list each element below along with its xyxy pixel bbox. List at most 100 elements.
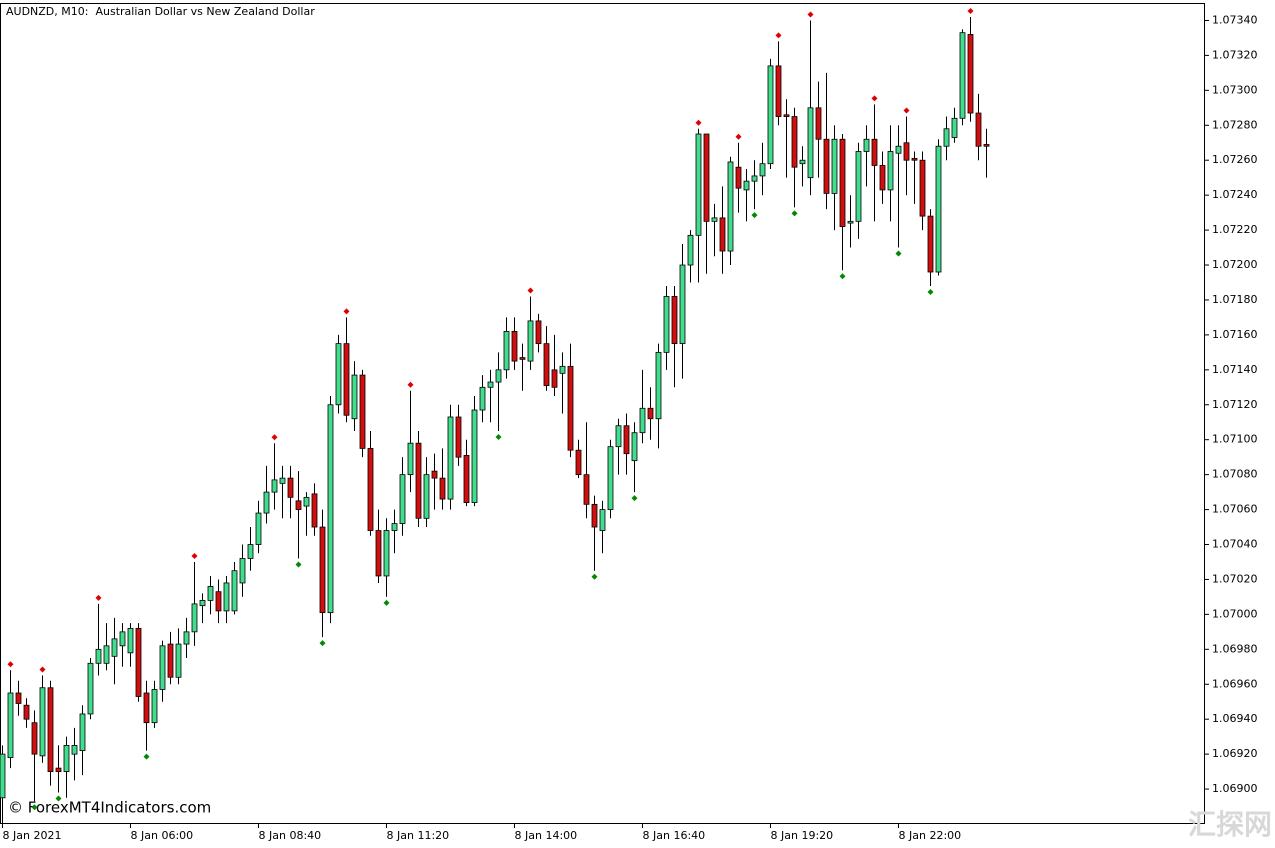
y-tick-label: 1.07140 — [1212, 363, 1258, 376]
candle-body — [975, 112, 982, 147]
candle-body — [311, 493, 318, 528]
fractal-down — [791, 210, 798, 217]
y-tick-label: 1.07020 — [1212, 572, 1258, 585]
candle-body — [935, 145, 942, 273]
y-tick-label: 1.07040 — [1212, 538, 1258, 551]
candle-body — [863, 138, 870, 152]
fractal-up — [343, 308, 350, 315]
fractal-down — [839, 273, 846, 280]
candle-body — [983, 144, 990, 147]
candle-body — [927, 215, 934, 273]
candle-body — [583, 474, 590, 505]
candle-body — [951, 117, 958, 138]
plot-frame — [0, 3, 1205, 824]
fractal-up — [39, 666, 46, 673]
candle-body — [431, 470, 438, 479]
candle-body — [807, 107, 814, 179]
candle-body — [375, 530, 382, 577]
fractal-down — [319, 640, 326, 647]
fractal-up — [695, 119, 702, 126]
x-tick-label: 8 Jan 2021 — [3, 829, 62, 842]
candle-body — [943, 128, 950, 147]
candle-body — [519, 357, 526, 360]
candle-body — [543, 343, 550, 386]
candle-body — [79, 713, 86, 752]
candle-body — [919, 159, 926, 217]
candle-body — [239, 558, 246, 584]
candle-body — [143, 692, 150, 724]
candle-body — [439, 477, 446, 500]
candle-body — [423, 474, 430, 519]
candle-body — [111, 638, 118, 657]
candle-body — [191, 603, 198, 633]
fractal-down — [295, 561, 302, 568]
candle-body — [295, 500, 302, 510]
y-tick-label: 1.07160 — [1212, 328, 1258, 341]
candle-body — [559, 365, 566, 374]
x-tick-label: 8 Jan 08:40 — [259, 829, 322, 842]
candle-body — [383, 530, 390, 577]
candle-body — [607, 446, 614, 510]
fractal-up — [807, 11, 814, 18]
y-tick-label: 1.06980 — [1212, 642, 1258, 655]
candle-body — [255, 512, 262, 545]
candle-body — [679, 264, 686, 345]
candle-body — [535, 320, 542, 345]
candle-body — [455, 416, 462, 458]
candle-body — [631, 432, 638, 462]
fractal-down — [895, 250, 902, 257]
y-tick-label: 1.07220 — [1212, 223, 1258, 236]
candle-body — [839, 138, 846, 227]
candle-body — [95, 648, 102, 664]
candle-body — [895, 145, 902, 154]
candle-body — [687, 234, 694, 266]
candle-body — [959, 32, 966, 119]
fractal-down — [927, 288, 934, 295]
candle-body — [303, 496, 310, 507]
fractal-down — [143, 753, 150, 760]
candle-body — [119, 631, 126, 647]
candle-body — [407, 442, 414, 476]
fractal-up — [871, 95, 878, 102]
candle-body — [199, 600, 206, 607]
candle-body — [815, 107, 822, 140]
corner-mark: 汇探网 — [1188, 808, 1272, 841]
fractal-up — [271, 434, 278, 441]
candle-body — [367, 448, 374, 531]
candle-body — [471, 409, 478, 503]
candle-body — [159, 645, 166, 690]
candle-body — [639, 407, 646, 434]
x-tick-label: 8 Jan 16:40 — [643, 829, 706, 842]
candle-body — [71, 744, 78, 755]
y-tick-label: 1.07080 — [1212, 468, 1258, 481]
candle-body — [495, 369, 502, 383]
candle-body — [39, 687, 46, 757]
candle-body — [799, 159, 806, 165]
candle-body — [343, 343, 350, 416]
candle-body — [247, 544, 254, 559]
candle-body — [671, 296, 678, 345]
y-tick-label: 1.07120 — [1212, 398, 1258, 411]
fractal-down — [31, 804, 38, 811]
fractal-up — [407, 381, 414, 388]
fractal-down — [55, 795, 62, 802]
candle-body — [783, 114, 790, 117]
y-tick-label: 1.07060 — [1212, 503, 1258, 516]
candle-body — [319, 526, 326, 614]
y-tick-label: 1.07200 — [1212, 258, 1258, 271]
candle-body — [871, 138, 878, 166]
candle-body — [655, 351, 662, 420]
fractal-up — [527, 287, 534, 294]
candle-body — [879, 165, 886, 191]
candle-body — [887, 151, 894, 191]
candle-body — [335, 343, 342, 406]
y-tick-label: 1.07240 — [1212, 188, 1258, 201]
candle-body — [567, 365, 574, 451]
candle-body — [711, 217, 718, 222]
y-tick-label: 1.07280 — [1212, 118, 1258, 131]
y-tick-label: 1.07300 — [1212, 83, 1258, 96]
candle-body — [551, 369, 558, 388]
y-tick-label: 1.06940 — [1212, 712, 1258, 725]
y-tick-label: 1.07000 — [1212, 607, 1258, 620]
candle-body — [599, 509, 606, 531]
